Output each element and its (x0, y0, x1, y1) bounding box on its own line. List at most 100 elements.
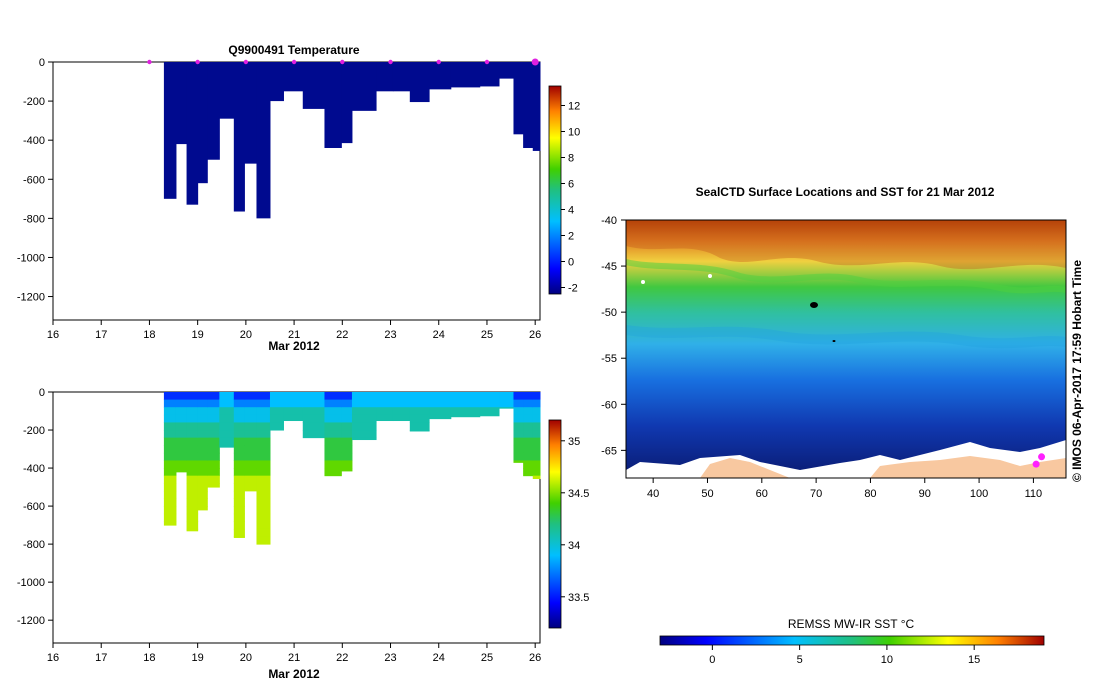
salinity-xlabel: Mar 2012 (268, 667, 320, 681)
salinity-cell (207, 445, 220, 454)
salinity-cell (283, 414, 304, 422)
salinity-cell (233, 414, 245, 423)
salinity-cell (409, 430, 430, 432)
salinity-cell (269, 407, 284, 416)
salinity-cell (207, 460, 220, 469)
salinity-cell (163, 430, 177, 439)
temperature-bar (269, 62, 284, 102)
salinity-cell (163, 392, 177, 401)
salinity-cell (283, 392, 304, 401)
salinity-cell (532, 430, 541, 439)
salinity-cell (324, 452, 342, 461)
salinity-cell (256, 445, 271, 454)
temp-ytick-label: -800 (23, 213, 45, 225)
temperature-bar (351, 62, 377, 111)
salinity-cell (523, 430, 534, 439)
salinity-cell (256, 506, 271, 515)
sal-ytick-label: -200 (23, 425, 45, 437)
sal-xtick-label: 25 (481, 652, 493, 664)
salinity-cell (392, 407, 411, 416)
salinity-cell (523, 468, 534, 477)
salinity-cell (207, 475, 220, 484)
map-lon-tick-label: 90 (919, 488, 931, 500)
salinity-cell (341, 437, 353, 446)
salinity-cell (186, 483, 199, 492)
salinity-cell (186, 437, 199, 446)
salinity-cell (392, 392, 411, 401)
map-frame (625, 219, 1067, 479)
salinity-cell (523, 399, 534, 408)
sal-ytick-label: -800 (23, 539, 45, 551)
profile-marker (291, 59, 297, 65)
salinity-cell (532, 468, 541, 477)
salinity-cell (186, 528, 199, 532)
salinity-cell (256, 399, 271, 408)
salinity-cell (409, 414, 430, 423)
salinity-cell (283, 407, 304, 416)
sst-field (626, 220, 1066, 478)
salinity-cell (163, 422, 177, 431)
salinity-cell (479, 392, 500, 401)
map-lon-tick-label: 50 (701, 488, 713, 500)
salinity-cell (244, 430, 257, 439)
salinity-colorbar-label: 35 (568, 436, 580, 448)
salinity-cell (324, 392, 342, 401)
salinity-cell (324, 460, 342, 469)
salinity-plot-frame (52, 391, 541, 644)
temp-xtick-label: 23 (384, 329, 396, 341)
salinity-panel: 16 17 18 19 20 21 22 23 24 25 26 0 -200 -400 -600 -800… (17, 387, 590, 681)
temperature-bar (163, 62, 177, 199)
temperature-bar (244, 62, 257, 164)
salinity-cell (186, 490, 199, 499)
salinity-cell (269, 399, 284, 408)
salinity-cell (523, 392, 534, 401)
sal-xtick-label: 23 (384, 652, 396, 664)
salinity-cell (302, 422, 325, 431)
temperature-bar (450, 62, 481, 88)
salinity-cell (302, 392, 325, 401)
temperature-colorbar-label: 6 (568, 179, 574, 191)
salinity-cell (219, 392, 235, 401)
salinity-cell (429, 392, 452, 401)
sst-colorbar-label-tick: 10 (881, 654, 893, 666)
temperature-colorbar-label: 10 (568, 127, 580, 139)
salinity-cell (175, 392, 188, 401)
seal-location-marker (1038, 453, 1046, 461)
salinity-cell (479, 399, 500, 408)
temperature-bar (302, 62, 325, 109)
temperature-plot-frame (52, 61, 541, 321)
profile-marker (195, 59, 200, 65)
temperature-bar (341, 62, 353, 144)
sst-colorbar-label-tick: 0 (709, 654, 715, 666)
salinity-cell (256, 498, 271, 507)
salinity-cell (163, 498, 177, 507)
salinity-cell (499, 399, 514, 408)
salinity-cell (197, 506, 208, 511)
salinity-cell (233, 460, 245, 469)
salinity-cell (186, 430, 199, 439)
salinity-cell (186, 452, 199, 461)
salinity-colorbar-label: 34 (568, 540, 580, 552)
salinity-cell (523, 445, 534, 454)
salinity-cell (351, 414, 377, 423)
crozet-island (708, 274, 712, 278)
salinity-cell (513, 407, 524, 416)
salinity-cell (244, 437, 257, 446)
temp-xtick-label: 16 (47, 329, 59, 341)
map-lat-tick-label: -55 (601, 353, 617, 365)
temperature-profile-bars (163, 62, 541, 219)
profile-marker (484, 59, 490, 65)
salinity-cell (175, 452, 188, 461)
map-lon-tick-label: 100 (970, 488, 988, 500)
salinity-cell (233, 528, 245, 538)
salinity-cell (233, 399, 245, 408)
sal-xtick-label: 16 (47, 652, 59, 664)
salinity-cell (523, 437, 534, 446)
salinity-cell (324, 407, 342, 416)
salinity-cell (341, 407, 353, 416)
salinity-cell (233, 445, 245, 454)
salinity-cell (302, 407, 325, 416)
salinity-cell (256, 460, 271, 469)
salinity-cell (429, 407, 452, 416)
salinity-cell (186, 414, 199, 423)
